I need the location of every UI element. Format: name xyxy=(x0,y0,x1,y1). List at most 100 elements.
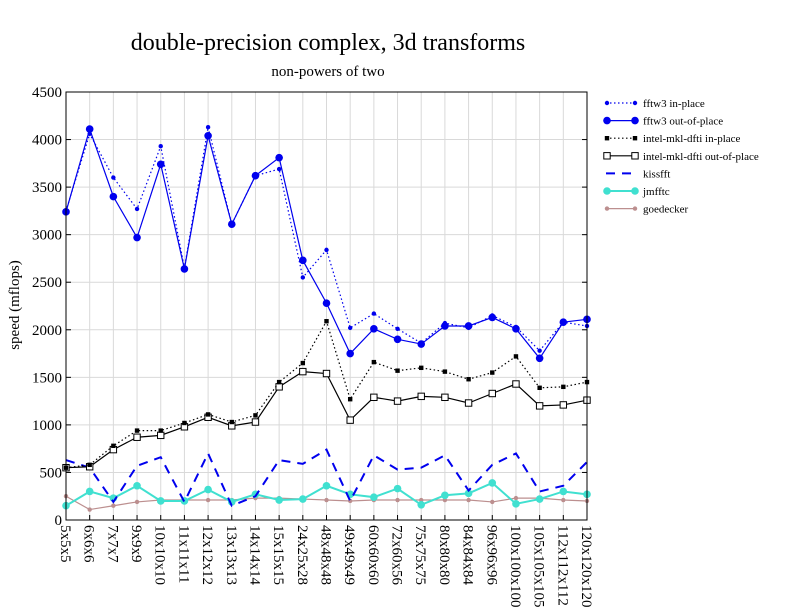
legend-label: intel-mkl-dfti in-place xyxy=(643,133,741,145)
data-point xyxy=(133,481,141,490)
x-tick-label: 84x84x84 xyxy=(460,525,476,586)
data-point xyxy=(299,495,307,503)
data-point xyxy=(513,354,519,359)
data-point xyxy=(322,369,331,378)
data-point xyxy=(419,497,424,503)
data-point xyxy=(466,377,471,382)
legend-label: fftw3 in-place xyxy=(643,98,705,110)
y-tick-label: 3000 xyxy=(32,228,62,244)
data-point xyxy=(490,499,495,505)
y-tick-label: 4500 xyxy=(32,85,62,101)
data-point xyxy=(347,325,353,331)
x-tick-label: 11x11x11 xyxy=(175,525,191,583)
data-point xyxy=(490,313,495,318)
data-point xyxy=(370,393,378,402)
chart-title: double-precision complex, 3d transforms xyxy=(131,30,526,56)
data-point xyxy=(204,485,212,494)
x-tick-label: 72x60x56 xyxy=(389,525,405,586)
data-point xyxy=(559,401,568,409)
data-point xyxy=(134,499,140,505)
data-point xyxy=(347,397,353,402)
data-point xyxy=(442,320,448,326)
y-tick-label: 1500 xyxy=(32,370,62,386)
data-point xyxy=(417,392,425,401)
data-point xyxy=(111,443,116,449)
y-tick-label: 3500 xyxy=(32,180,62,196)
y-tick-label: 500 xyxy=(40,465,63,481)
data-point xyxy=(158,144,163,149)
legend-entry: fftw3 in-place xyxy=(604,98,705,110)
data-point xyxy=(393,397,402,405)
x-tick-label: 96x96x96 xyxy=(483,525,499,586)
y-tick-label: 4000 xyxy=(32,133,62,149)
data-point xyxy=(205,412,211,417)
data-point xyxy=(229,222,234,227)
data-point xyxy=(395,497,400,503)
data-point xyxy=(441,491,449,500)
legend-entry: jmfftc xyxy=(603,186,670,198)
x-tick-label: 80x80x80 xyxy=(436,525,452,585)
x-tick-label: 9x9x9 xyxy=(128,525,144,563)
legend-label: kissfft xyxy=(643,168,670,180)
data-point xyxy=(251,418,260,426)
x-tick-label: 49x49x49 xyxy=(341,525,357,585)
grid xyxy=(65,91,588,521)
data-point xyxy=(490,370,495,375)
data-point xyxy=(182,265,187,271)
data-point xyxy=(419,365,424,371)
data-point xyxy=(512,500,520,508)
data-point xyxy=(157,431,165,440)
legend-marker xyxy=(632,206,638,211)
x-tick-label: 100x100x100 xyxy=(507,525,523,608)
x-tick-label: 6x6x6 xyxy=(81,525,97,563)
chart-subtitle: non-powers of two xyxy=(271,64,384,80)
legend-marker xyxy=(631,152,639,160)
data-point xyxy=(393,335,402,344)
x-tick-label: 15x15x15 xyxy=(270,525,286,585)
x-tick-label: 105x105x105 xyxy=(531,525,547,608)
data-point xyxy=(111,175,116,180)
data-point xyxy=(393,484,402,493)
data-point xyxy=(133,233,141,242)
data-point xyxy=(419,340,424,346)
legend-marker xyxy=(632,136,638,141)
data-point xyxy=(275,383,283,391)
legend-entry: intel-mkl-dfti in-place xyxy=(604,133,741,145)
series-line xyxy=(65,448,588,508)
data-point xyxy=(535,495,544,503)
series-intel-mkl-dfti-out-of-place xyxy=(62,367,591,472)
data-point xyxy=(324,247,329,253)
data-point xyxy=(370,325,378,333)
x-tick-label: 14x14x14 xyxy=(246,525,262,586)
legend: fftw3 in-place fftw3 out-of-place intel-mk… xyxy=(603,98,759,216)
data-point xyxy=(300,275,306,280)
x-tick-label: 5x5x5 xyxy=(57,525,73,563)
data-point xyxy=(442,369,448,374)
legend-entry: fftw3 out-of-place xyxy=(603,116,723,128)
data-point xyxy=(561,497,566,503)
legend-marker xyxy=(604,206,610,211)
legend-marker xyxy=(631,187,639,195)
x-tick-label: 112x112x112 xyxy=(554,525,570,606)
legend-marker xyxy=(604,100,610,106)
x-tick-label: 75x75x75 xyxy=(412,525,428,585)
data-point xyxy=(537,385,542,390)
data-point xyxy=(346,349,354,358)
data-point xyxy=(322,481,331,490)
y-tick-label: 2500 xyxy=(32,275,62,291)
data-point xyxy=(109,192,118,201)
data-point xyxy=(371,359,377,365)
data-point xyxy=(300,360,306,366)
legend-marker xyxy=(603,116,611,125)
data-point xyxy=(275,153,283,162)
legend-label: intel-mkl-dfti out-of-place xyxy=(643,151,759,163)
data-point xyxy=(441,393,449,402)
y-tick-label: 0 xyxy=(55,513,63,529)
data-point xyxy=(535,354,544,363)
x-tick-label: 7x7x7 xyxy=(104,525,120,563)
data-point xyxy=(513,495,519,501)
data-point xyxy=(370,493,378,501)
legend-marker xyxy=(603,152,611,160)
data-point xyxy=(133,433,141,441)
